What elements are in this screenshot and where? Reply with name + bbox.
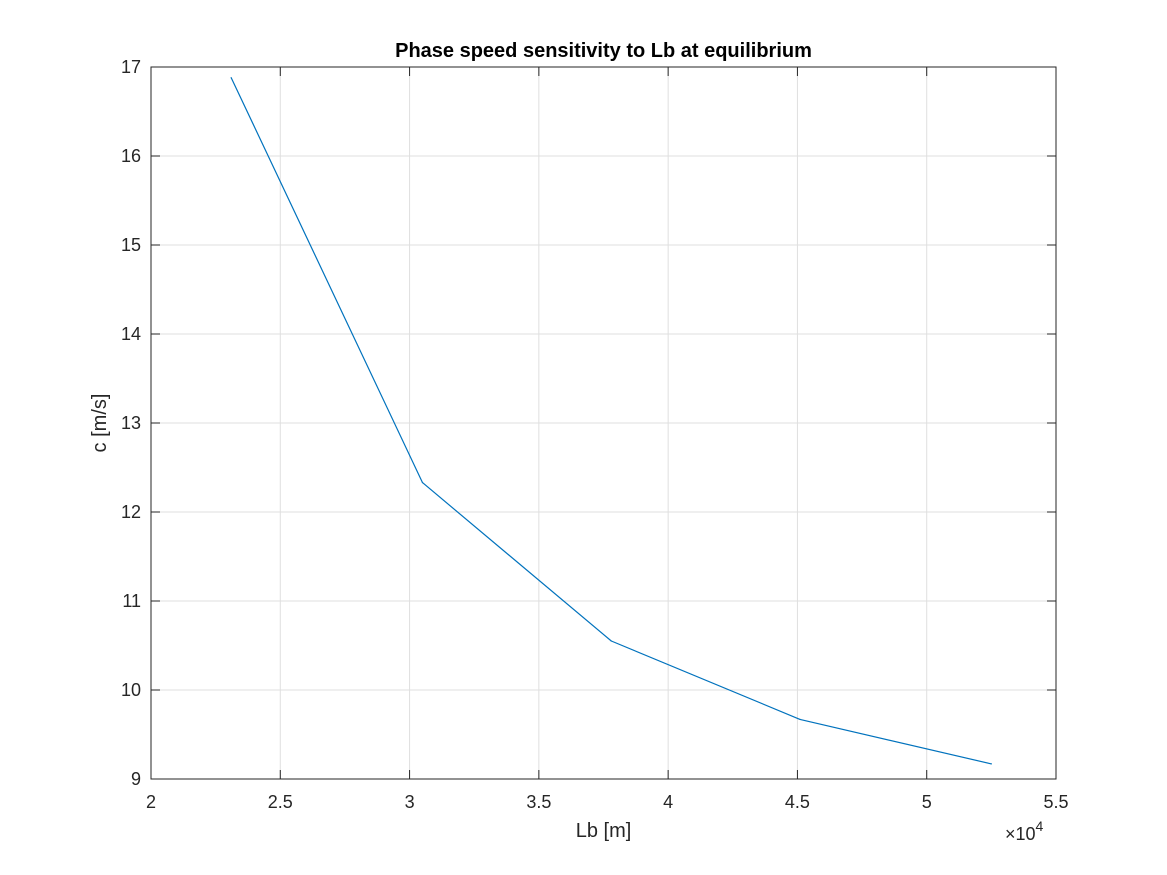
- y-tick-label: 9: [131, 769, 141, 789]
- data-point: [421, 482, 424, 484]
- y-tick-label: 11: [122, 591, 141, 611]
- data-point: [990, 763, 992, 765]
- y-tick-label: 12: [121, 502, 141, 522]
- x-tick-label: 4.5: [785, 792, 810, 812]
- x-tick-label: 2.5: [268, 792, 293, 812]
- grid: [151, 67, 1056, 779]
- ticks: 2 2.5 3 3.5 4 4.5 5 5.5 9 10 11 12 13 14 15 16 17: [121, 57, 1069, 812]
- x-axis-exponent: ×104: [1005, 818, 1044, 844]
- x-tick-label: 3.5: [526, 792, 551, 812]
- x-axis-label: Lb [m]: [576, 820, 632, 842]
- chart-title: Phase speed sensitivity to Lb at equilib…: [395, 40, 812, 62]
- series-layer: [230, 77, 992, 765]
- x-axis-exponent-power: 4: [1036, 818, 1044, 834]
- data-point: [799, 718, 801, 720]
- x-tick-label: 3: [405, 792, 415, 812]
- x-tick-label: 4: [663, 792, 673, 812]
- y-tick-label: 15: [121, 235, 141, 255]
- y-axis-label: c [m/s]: [89, 394, 111, 453]
- x-tick-label: 5.5: [1043, 792, 1068, 812]
- data-point: [230, 77, 232, 79]
- x-tick-label: 5: [922, 792, 932, 812]
- x-tick-label: 2: [146, 792, 156, 812]
- y-tick-label: 13: [121, 413, 141, 433]
- y-tick-label: 10: [121, 680, 141, 700]
- y-tick-label: 17: [121, 57, 141, 77]
- y-tick-label: 16: [121, 146, 141, 166]
- y-tick-label: 14: [121, 324, 141, 344]
- data-point: [610, 640, 612, 642]
- x-axis-exponent-base: ×10: [1005, 824, 1036, 844]
